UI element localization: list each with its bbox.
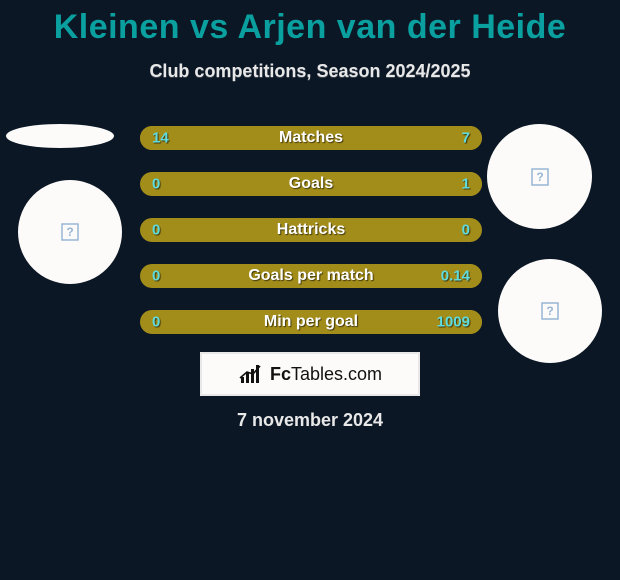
brand-badge: FcTables.com [200, 352, 420, 396]
stat-left-value: 0 [152, 176, 160, 193]
svg-text:?: ? [536, 170, 543, 184]
brand-name-bold: Fc [270, 364, 291, 384]
comparison-bars: 14 7 Matches 0 1 Goals 0 0 Hattricks 0 0.14 Goals p… [140, 126, 482, 356]
brand-name-rest: Tables.com [291, 364, 382, 384]
stat-row: 0 1009 Min per goal [140, 310, 482, 334]
stat-left-value: 0 [152, 268, 160, 285]
stat-right-value: 7 [462, 130, 470, 147]
decorative-oval [6, 124, 114, 148]
bar-chart-icon [238, 363, 266, 385]
stat-row: 14 7 Matches [140, 126, 482, 150]
stat-right-value: 1009 [437, 314, 470, 331]
stat-fill-right [311, 172, 482, 196]
stat-label: Min per goal [264, 313, 358, 331]
stat-row: 0 0.14 Goals per match [140, 264, 482, 288]
stat-label: Goals [289, 175, 333, 193]
stat-label: Matches [279, 129, 343, 147]
player-right-avatar-placeholder-2: ? [498, 259, 602, 363]
stat-right-value: 1 [462, 176, 470, 193]
stat-right-value: 0.14 [441, 268, 470, 285]
question-icon: ? [531, 168, 549, 186]
page-title: Kleinen vs Arjen van der Heide [0, 0, 620, 47]
stat-label: Hattricks [277, 221, 345, 239]
stat-label: Goals per match [248, 267, 373, 285]
brand-name: FcTables.com [270, 364, 382, 385]
stat-row: 0 0 Hattricks [140, 218, 482, 242]
stat-left-value: 14 [152, 130, 169, 147]
question-icon: ? [541, 302, 559, 320]
player-right-avatar-placeholder-1: ? [487, 124, 592, 229]
snapshot-date: 7 november 2024 [0, 410, 620, 431]
stat-row: 0 1 Goals [140, 172, 482, 196]
stat-left-value: 0 [152, 314, 160, 331]
question-icon: ? [61, 223, 79, 241]
comparison-infographic: Kleinen vs Arjen van der Heide Club comp… [0, 0, 620, 580]
svg-text:?: ? [546, 304, 553, 318]
stat-right-value: 0 [462, 222, 470, 239]
page-subtitle: Club competitions, Season 2024/2025 [0, 61, 620, 82]
svg-text:?: ? [66, 225, 73, 239]
player-left-avatar-placeholder: ? [18, 180, 122, 284]
stat-left-value: 0 [152, 222, 160, 239]
